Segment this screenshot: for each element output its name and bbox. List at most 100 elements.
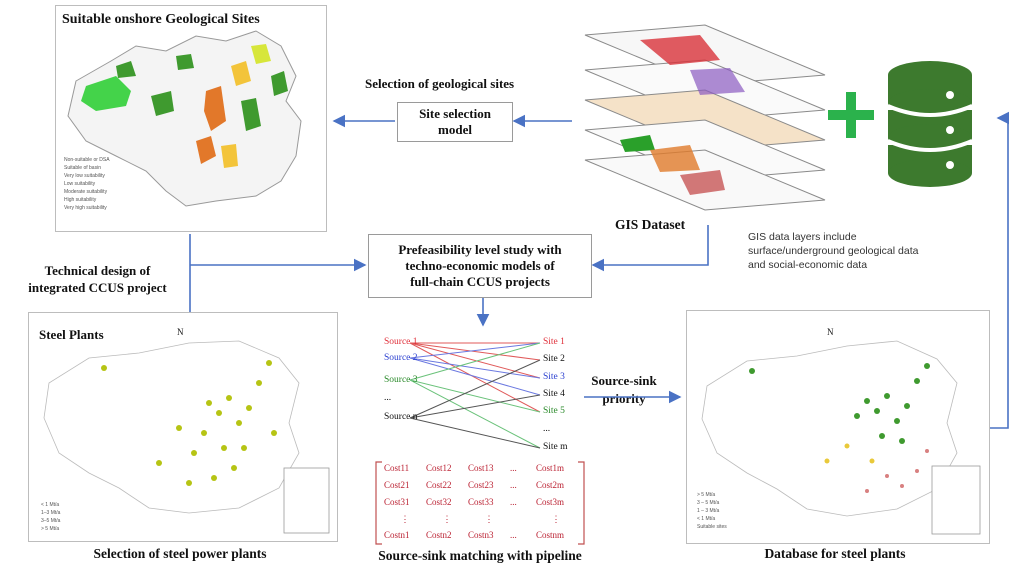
- cost-cell: Costn1: [384, 530, 410, 540]
- geo-legend-item: Non-suitable or DSA: [64, 157, 110, 163]
- db-legend-item: 1 – 3 Mt/a: [697, 508, 720, 514]
- prefeas-line1: Prefeasibility level study with: [398, 242, 562, 257]
- prefeas-line3: full-chain CCUS projects: [410, 274, 550, 289]
- cost-row: Cost21 Cost22 Cost23... Cost2m: [384, 480, 576, 490]
- cost-cell: Cost3m: [536, 497, 565, 507]
- selection-geological-sites-label: Selection of geological sites: [365, 76, 515, 91]
- db-legend-item: < 1 Mt/a: [697, 516, 716, 522]
- cost-cell: Cost2m: [536, 480, 565, 490]
- database-caption: Database for steel plants: [764, 546, 906, 561]
- tech-design-line2: integrated CCUS project: [28, 280, 167, 295]
- geo-legend-item: Very low suitability: [64, 173, 105, 179]
- steel-legend-item: 3–5 Mt/a: [41, 518, 61, 524]
- cost-cell: ⋮: [551, 514, 561, 524]
- arrow-gis-to-prefeas: [591, 225, 709, 272]
- steel-legend-item: > 5 Mt/a: [41, 526, 60, 532]
- cost-cell: Cost11: [384, 463, 410, 473]
- north-arrow-icon: N: [827, 327, 834, 337]
- cost-cell: Costn3: [468, 530, 494, 540]
- site-3-label: Site 3: [543, 372, 565, 382]
- arrow-db-loop: [990, 111, 1010, 429]
- gis-note-line3: and social-economic data: [748, 259, 868, 271]
- cost-row: Cost11 Cost12 Cost13... Cost1m: [384, 463, 576, 473]
- geo-legend-item: Low suitability: [64, 181, 96, 187]
- cost-cell: ⋮: [442, 514, 452, 524]
- tech-design-line1: Technical design of: [44, 263, 151, 278]
- cost-cell: Costnm: [536, 530, 565, 540]
- gis-note-line2: surface/underground geological data: [748, 245, 919, 257]
- db-map-drawing: [701, 340, 981, 535]
- steel-plants-map: Steel Plants N < 1 Mt/a 1–3 Mt/a 3–5 Mt/…: [28, 312, 338, 542]
- db-legend-item: > 5 Mt/a: [697, 492, 716, 498]
- db-legend-item: 3 – 5 Mt/a: [697, 500, 720, 506]
- cost-cell: Cost13: [468, 463, 494, 473]
- steel-map-drawing: [43, 340, 330, 534]
- source-ellipsis-label: ...: [384, 393, 392, 403]
- site-m-label: Site m: [543, 442, 568, 452]
- steel-caption: Selection of steel power plants: [93, 546, 267, 561]
- geological-sites-map: Suitable onshore Geological Sites Non-su…: [55, 5, 327, 232]
- cost-cell: Cost31: [384, 497, 410, 507]
- steel-legend: < 1 Mt/a 1–3 Mt/a 3–5 Mt/a > 5 Mt/a: [41, 501, 60, 533]
- source-sink-line2: priority: [602, 391, 646, 406]
- geo-legend-item: High suitability: [64, 197, 97, 203]
- steel-plants-title: Steel Plants: [39, 327, 104, 342]
- cost-cell: Cost32: [426, 497, 452, 507]
- site-1-label: Site 1: [543, 337, 565, 347]
- cost-cell: Cost21: [384, 480, 410, 490]
- cost-cell: ...: [510, 497, 517, 507]
- gis-note-line1: GIS data layers include: [748, 231, 857, 243]
- cost-cell: Cost33: [468, 497, 494, 507]
- geo-legend-item: Moderate suitability: [64, 189, 108, 195]
- site-ellipsis-label: ...: [543, 424, 551, 434]
- prefeasibility-box: Prefeasibility level study with techno-e…: [368, 234, 592, 298]
- gis-dataset-caption: GIS Dataset: [614, 217, 686, 232]
- source-n-label: Source n: [384, 412, 418, 422]
- cost-cell: Costn2: [426, 530, 452, 540]
- cost-cell: ...: [510, 463, 517, 473]
- technical-design-label: Technical design of integrated CCUS proj…: [5, 262, 190, 296]
- cost-row: Costn1 Costn2 Costn3... Costnm: [384, 530, 576, 540]
- db-legend: > 5 Mt/a 3 – 5 Mt/a 1 – 3 Mt/a < 1 Mt/a …: [697, 491, 727, 531]
- china-map-geology: [67, 30, 302, 207]
- source-sink-priority-label: Source-sink priority: [584, 372, 664, 408]
- matching-caption: Source-sink matching with pipeline: [378, 548, 582, 563]
- source-3-label: Source 3: [384, 375, 418, 385]
- db-legend-item: Suitable sites: [697, 524, 727, 530]
- source-1-label: Source 1: [384, 337, 418, 347]
- steel-legend-item: < 1 Mt/a: [41, 502, 60, 508]
- geology-legend: Non-suitable or DSA Suitable of basin Ve…: [64, 156, 110, 212]
- geological-sites-title: Suitable onshore Geological Sites: [62, 12, 260, 27]
- cost-cell: ⋮: [484, 514, 494, 524]
- steel-database-map: N > 5 Mt/a 3 – 5 Mt/a 1 – 3 Mt/a < 1 Mt/…: [686, 310, 990, 544]
- cost-cell: Cost23: [468, 480, 494, 490]
- site-4-label: Site 4: [543, 389, 565, 399]
- cost-cell: ⋮: [400, 514, 410, 524]
- cost-cell: Cost22: [426, 480, 452, 490]
- site-model-line2: model: [438, 122, 472, 137]
- site-2-label: Site 2: [543, 354, 565, 364]
- cost-cell: Cost12: [426, 463, 452, 473]
- cost-row: Cost31 Cost32 Cost33... Cost3m: [384, 497, 576, 507]
- site-5-label: Site 5: [543, 406, 565, 416]
- gis-note: GIS data layers include surface/undergro…: [748, 230, 918, 272]
- cost-row: ⋮ ⋮ ⋮ ⋮: [384, 514, 576, 525]
- cost-cell: ...: [510, 480, 517, 490]
- source-sink-line1: Source-sink: [591, 373, 657, 388]
- source-2-label: Source 2: [384, 353, 418, 363]
- geo-legend-item: Very high suitability: [64, 205, 107, 211]
- site-selection-model-box: Site selection model: [397, 102, 513, 142]
- cost-cell: ...: [510, 530, 517, 540]
- cost-cell: Cost1m: [536, 463, 565, 473]
- geo-legend-item: Suitable of basin: [64, 165, 101, 171]
- steel-legend-item: 1–3 Mt/a: [41, 510, 61, 516]
- north-arrow-icon: N: [177, 327, 184, 337]
- site-model-line1: Site selection: [419, 106, 491, 121]
- prefeas-line2: techno-economic models of: [405, 258, 555, 273]
